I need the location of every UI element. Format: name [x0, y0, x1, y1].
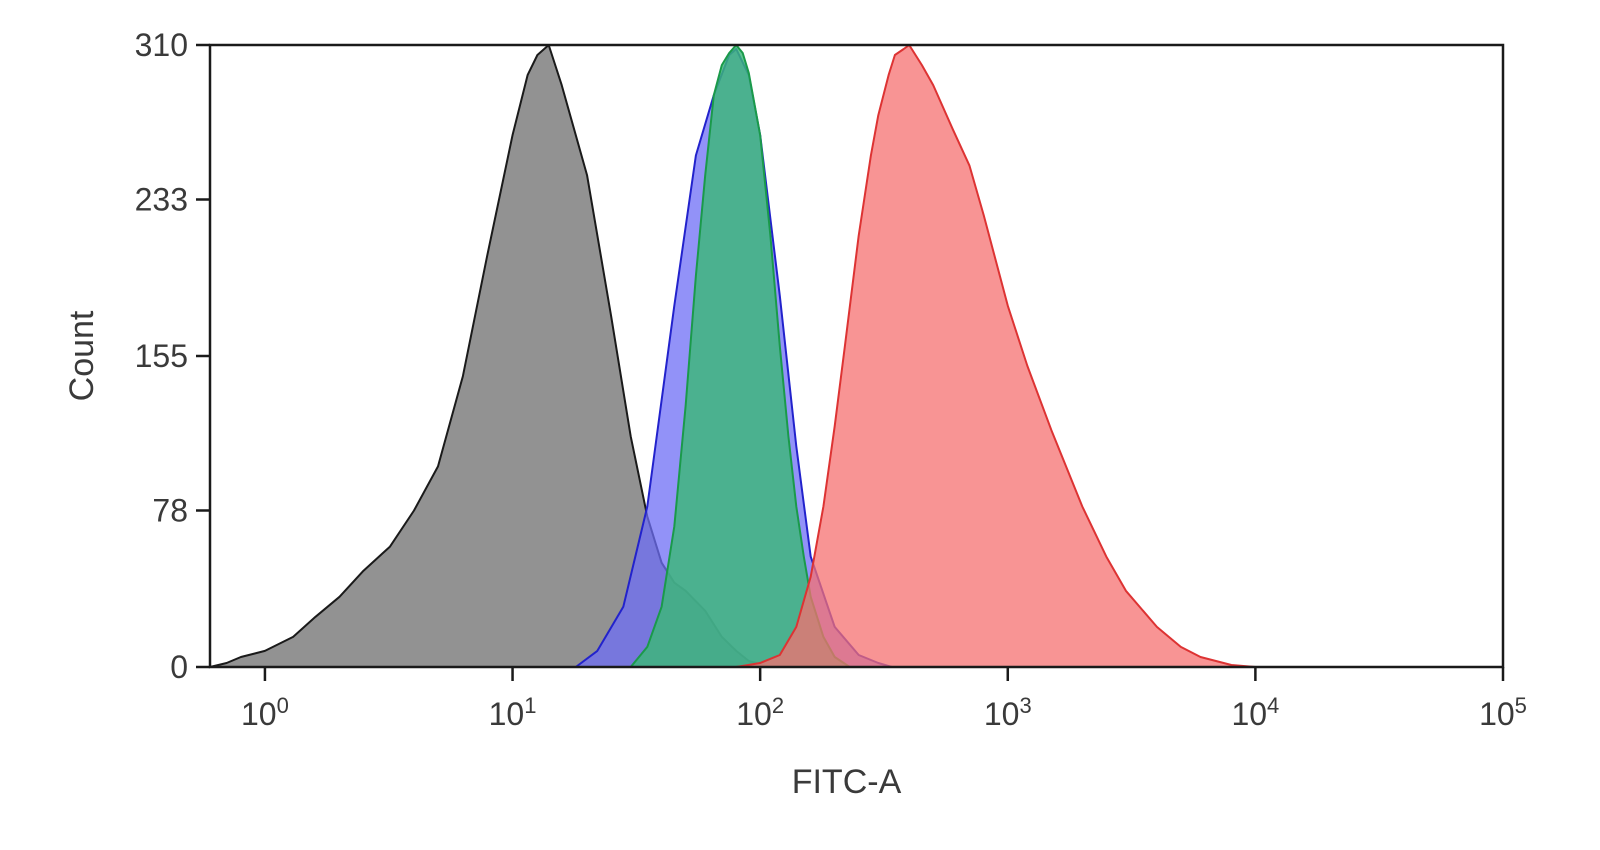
x-tick-label: 101	[489, 693, 537, 732]
y-tick-label: 78	[152, 492, 188, 528]
y-tick-label: 0	[170, 649, 188, 685]
y-tick-label: 155	[135, 338, 188, 374]
y-tick-label: 310	[135, 27, 188, 63]
y-axis: 0 78 155 233 310	[135, 27, 210, 685]
y-axis-title: Count	[63, 310, 101, 401]
y-tick-label: 233	[135, 181, 188, 217]
x-tick-label: 102	[736, 693, 784, 732]
series-layer	[209, 44, 1257, 668]
x-axis: 100 101 102 103 104 105	[241, 667, 1527, 732]
x-tick-label: 103	[984, 693, 1032, 732]
x-tick-label: 105	[1479, 693, 1527, 732]
x-axis-title: FITC-A	[792, 763, 902, 801]
x-tick-label: 100	[241, 693, 289, 732]
histogram-series-4	[735, 44, 1257, 668]
x-tick-label: 104	[1231, 693, 1279, 732]
